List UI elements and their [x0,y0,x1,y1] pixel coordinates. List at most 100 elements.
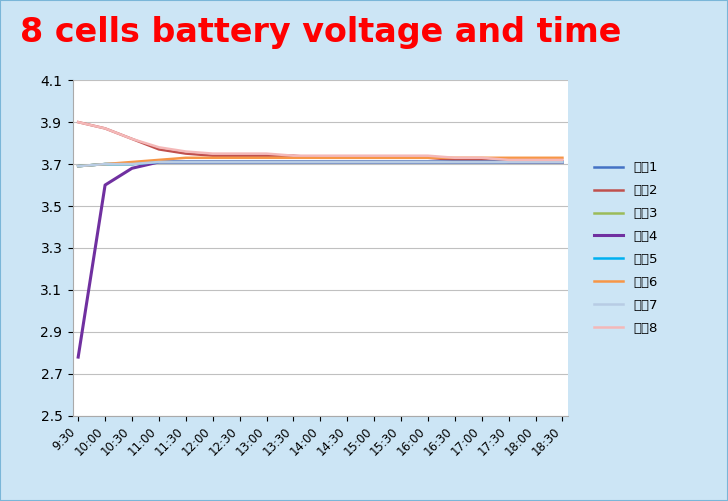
电池3 [208,159,217,165]
电池8 [181,148,190,154]
Text: 8 cells battery voltage and time: 8 cells battery voltage and time [20,16,621,49]
电池3 [154,159,163,165]
电池8 [558,157,567,163]
电池5 [343,159,352,165]
电池2 [370,155,379,161]
Legend: 电池1, 电池2, 电池3, 电池4, 电池5, 电池6, 电池7, 电池8: 电池1, 电池2, 电池3, 电池4, 电池5, 电池6, 电池7, 电池8 [594,161,658,335]
电池7 [343,159,352,165]
电池1 [127,161,136,167]
电池2 [100,125,109,131]
电池4 [478,159,486,165]
电池2 [262,153,271,159]
电池3 [370,159,379,165]
电池1 [181,159,190,165]
电池1 [289,159,298,165]
Line: 电池5: 电池5 [78,162,563,166]
Line: 电池8: 电池8 [78,122,563,160]
电池5 [289,159,298,165]
电池4 [531,159,540,165]
电池2 [478,157,486,163]
电池7 [558,159,567,165]
Line: 电池7: 电池7 [78,162,563,166]
电池3 [424,159,432,165]
电池7 [74,163,82,169]
电池1 [370,159,379,165]
电池3 [100,161,109,167]
电池3 [289,159,298,165]
电池5 [74,163,82,169]
电池8 [74,119,82,125]
电池3 [74,163,82,169]
电池4 [397,159,405,165]
电池5 [127,161,136,167]
电池2 [451,157,459,163]
电池4 [262,159,271,165]
电池4 [558,159,567,165]
电池4 [100,182,109,188]
电池2 [208,153,217,159]
Line: 电池6: 电池6 [78,158,563,166]
电池1 [74,163,82,169]
电池3 [451,159,459,165]
电池1 [208,159,217,165]
电池8 [262,151,271,157]
电池2 [558,159,567,165]
电池7 [127,161,136,167]
电池7 [262,159,271,165]
电池3 [505,159,513,165]
电池2 [343,155,352,161]
电池4 [343,159,352,165]
电池3 [478,159,486,165]
电池8 [531,157,540,163]
电池8 [397,153,405,159]
电池2 [127,136,136,142]
电池4 [505,159,513,165]
电池5 [181,159,190,165]
电池6 [424,155,432,161]
电池4 [127,165,136,171]
电池3 [181,159,190,165]
电池6 [289,155,298,161]
电池3 [397,159,405,165]
电池6 [262,155,271,161]
电池6 [235,155,244,161]
电池5 [505,159,513,165]
电池7 [289,159,298,165]
电池3 [343,159,352,165]
电池1 [424,159,432,165]
电池8 [478,155,486,161]
电池2 [74,119,82,125]
电池6 [478,155,486,161]
电池4 [316,159,325,165]
电池1 [478,159,486,165]
电池8 [100,125,109,131]
电池3 [316,159,325,165]
电池1 [397,159,405,165]
电池8 [316,153,325,159]
电池5 [451,159,459,165]
电池8 [208,151,217,157]
Line: 电池4: 电池4 [78,162,563,357]
电池5 [424,159,432,165]
电池8 [127,136,136,142]
电池6 [397,155,405,161]
电池8 [451,155,459,161]
电池6 [100,161,109,167]
电池2 [424,155,432,161]
电池2 [289,153,298,159]
电池8 [289,153,298,159]
电池7 [154,159,163,165]
电池1 [451,159,459,165]
电池6 [127,159,136,165]
电池6 [343,155,352,161]
电池2 [154,146,163,152]
电池8 [343,153,352,159]
电池8 [154,144,163,150]
电池4 [74,354,82,360]
电池1 [154,159,163,165]
电池5 [262,159,271,165]
电池8 [424,153,432,159]
电池5 [370,159,379,165]
Line: 电池3: 电池3 [78,162,563,166]
电池1 [100,161,109,167]
